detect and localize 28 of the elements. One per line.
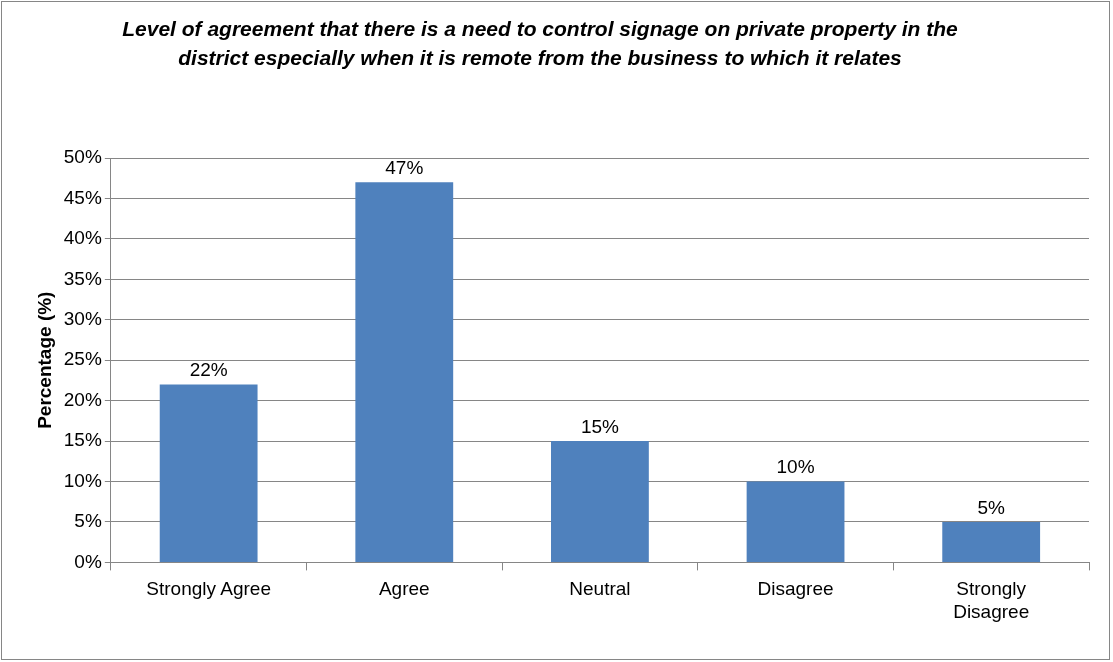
x-tick-label: Neutral <box>569 578 631 600</box>
y-tick-label: 30% <box>63 307 102 329</box>
y-tick-label: 5% <box>74 510 102 532</box>
bar <box>746 481 845 562</box>
x-tick-label: Strongly Agree <box>146 578 271 600</box>
x-tick-label: Strongly Disagree <box>953 578 1030 622</box>
y-tick-label: 35% <box>63 267 102 289</box>
data-label: 10% <box>776 456 815 478</box>
y-tick-label: 0% <box>74 550 102 572</box>
data-label: 47% <box>385 157 424 178</box>
y-tick-label: 45% <box>63 186 102 208</box>
data-label: 15% <box>580 415 620 437</box>
bar <box>942 521 1041 562</box>
x-tick-label: Agree <box>378 578 430 600</box>
y-tick-label: 20% <box>63 388 102 410</box>
y-tick-label: 15% <box>63 429 102 451</box>
y-tick-label: 10% <box>63 469 102 491</box>
y-tick-label: 50% <box>63 146 102 168</box>
bar <box>551 441 649 562</box>
y-tick-label: 25% <box>63 348 102 370</box>
data-label: 5% <box>977 496 1006 518</box>
y-axis-title: Percentage (%) <box>33 291 55 429</box>
x-tick-label: Disagree <box>757 578 834 600</box>
chart-title: Level of agreement that there is a need to control signage on private property in the district especially when it is remote from the business to which it relates <box>121 16 959 71</box>
bar <box>159 384 258 562</box>
data-label: 22% <box>189 359 228 381</box>
y-tick-label: 40% <box>63 227 102 249</box>
bar <box>355 182 454 562</box>
